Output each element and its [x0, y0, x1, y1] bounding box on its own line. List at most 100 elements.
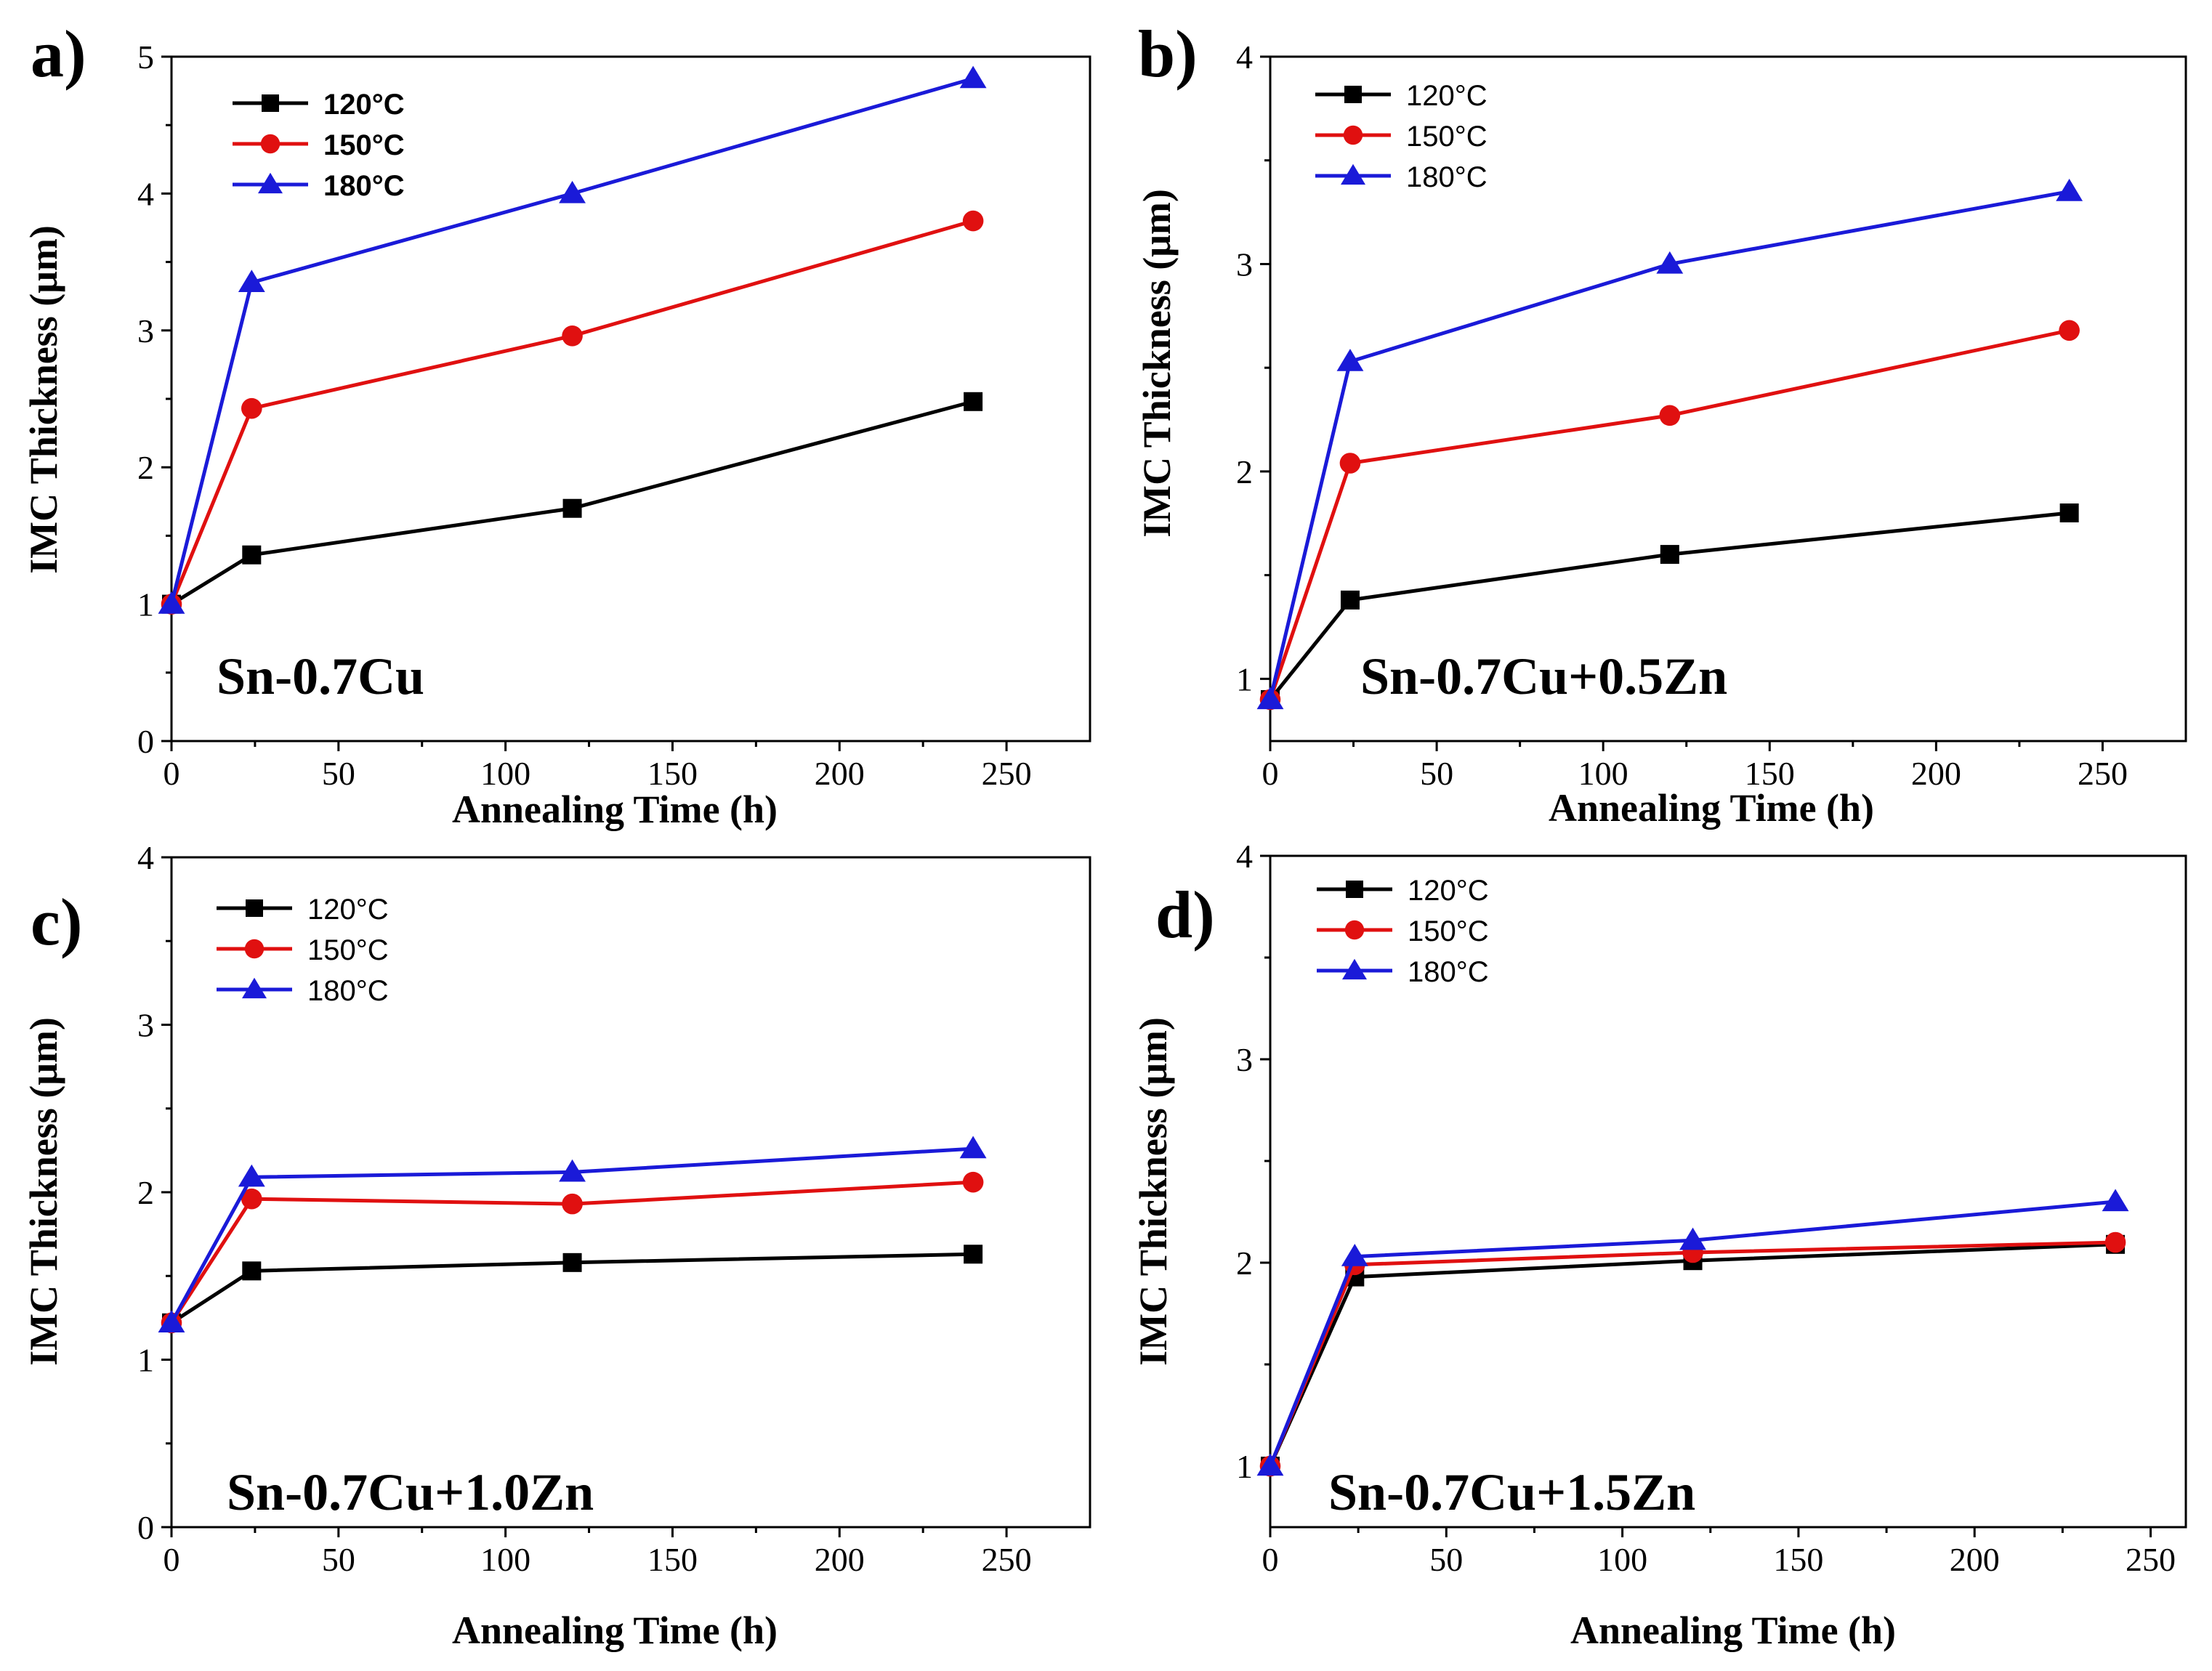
y-tick-label: 2 [137, 449, 154, 486]
x-axis-title: Annealing Time (h) [1549, 786, 1874, 830]
panel-label: c) [31, 885, 82, 959]
y-tick-label: 4 [137, 175, 154, 212]
panel-label: b) [1138, 17, 1198, 91]
y-tick-label: 2 [1236, 453, 1253, 490]
chart-panel-d: 0 50 100 150 200 250 1 2 3 4 Annealing Time (h) IMC… [1131, 838, 2187, 1652]
alloy-annotation: Sn-0.7Cu+0.5Zn [1360, 647, 1727, 705]
data-point [238, 1164, 265, 1187]
y-tick-label: 3 [137, 312, 154, 349]
data-point [1656, 251, 1684, 274]
data-point [1340, 590, 1360, 610]
x-tick-label: 250 [2078, 755, 2128, 792]
data-point [964, 1245, 983, 1264]
data-point [962, 1171, 984, 1193]
x-tick-label: 50 [1420, 755, 1453, 792]
data-point [242, 1261, 262, 1281]
legend-entry: 180°C [1408, 956, 1489, 988]
legend-entry: 150°C [323, 129, 405, 161]
legend-marker [1341, 958, 1368, 980]
y-tick-label: 2 [137, 1174, 154, 1211]
data-point [1256, 687, 1284, 710]
plot-frame [1269, 55, 2187, 743]
y-axis-title: IMC Thickness (μm) [1135, 189, 1179, 538]
series-line-180°C [169, 76, 974, 605]
legend-entry: 150°C [1406, 121, 1488, 153]
x-axis-title: Annealing Time (h) [452, 1609, 778, 1652]
x-tick-label: 200 [1911, 755, 1961, 792]
legend-marker [1340, 163, 1366, 185]
data-point [158, 591, 185, 614]
x-tick-label: 0 [1262, 755, 1279, 792]
data-point [1341, 1244, 1368, 1266]
legend-entry: 180°C [323, 170, 405, 202]
y-axis-title: IMC Thickness (μm) [1131, 1017, 1175, 1366]
data-point [241, 1188, 262, 1210]
x-tick-label: 50 [322, 755, 355, 792]
y-axis-title: IMC Thickness (μm) [22, 1017, 65, 1366]
y-tick-label: 0 [137, 723, 154, 760]
x-tick-label: 0 [164, 1541, 180, 1578]
x-tick-label: 200 [1950, 1541, 2000, 1578]
y-tick-label: 3 [1236, 1041, 1253, 1078]
series-line-150°C [1268, 328, 2070, 700]
data-point [559, 180, 586, 203]
legend-entry: 180°C [1406, 161, 1488, 193]
x-tick-label: 100 [1597, 1541, 1647, 1578]
y-tick-label: 0 [137, 1509, 154, 1546]
y-tick-label: 5 [137, 39, 154, 76]
data-point [2104, 1231, 2126, 1253]
chart-panel-c: 0 50 100 150 200 250 0 1 2 3 4 Annealing Time (h) IM… [22, 839, 1091, 1652]
data-point [242, 545, 262, 565]
y-tick-label: 1 [137, 586, 154, 623]
alloy-annotation: Sn-0.7Cu+1.5Zn [1328, 1463, 1695, 1521]
x-tick-label: 100 [480, 755, 530, 792]
panel-label: a) [31, 17, 86, 91]
series-line-120°C [170, 1252, 974, 1324]
y-tick-label: 1 [1236, 660, 1253, 697]
x-tick-label: 0 [164, 755, 180, 792]
x-tick-label: 200 [815, 1541, 865, 1578]
data-point [959, 1136, 987, 1159]
chart-panel-a: 0 50 100 150 200 250 0 1 2 3 4 5 Annealing Time (h) I… [22, 17, 1091, 831]
data-point [962, 210, 984, 232]
panel-label: d) [1155, 878, 1215, 952]
x-axis-title: Annealing Time (h) [452, 788, 778, 831]
legend-marker [260, 134, 280, 154]
legend-entry: 120°C [323, 89, 405, 121]
chart-panel-b: 0 50 100 150 200 250 1 2 3 4 Annealing Time (h) IMC… [1135, 17, 2187, 830]
legend-marker [262, 94, 279, 112]
legend-marker [241, 977, 267, 999]
legend-marker [1344, 86, 1362, 103]
legend-marker [1346, 881, 1363, 898]
legend-marker [1343, 125, 1363, 145]
legend-entry: 120°C [1406, 80, 1488, 112]
y-tick-label: 3 [137, 1007, 154, 1044]
data-point [959, 65, 987, 89]
data-point [562, 1193, 583, 1215]
series-line-120°C [170, 400, 974, 606]
y-tick-label: 4 [1236, 39, 1253, 76]
data-point [964, 392, 983, 411]
legend-entry: 180°C [307, 975, 389, 1007]
data-point [562, 325, 583, 347]
x-tick-label: 250 [982, 1541, 1032, 1578]
series-line-180°C [1268, 1199, 2116, 1467]
x-tick-label: 250 [2126, 1541, 2176, 1578]
data-point [1679, 1227, 1706, 1250]
x-tick-label: 0 [1262, 1541, 1279, 1578]
series-line-180°C [169, 1146, 974, 1324]
legend-entry: 120°C [307, 894, 389, 926]
x-tick-label: 150 [647, 755, 698, 792]
series-line-120°C [1268, 1242, 2116, 1468]
x-tick-label: 50 [322, 1541, 355, 1578]
legend-marker [1344, 920, 1365, 940]
alloy-annotation: Sn-0.7Cu+1.0Zn [227, 1463, 594, 1521]
x-tick-label: 100 [1578, 755, 1628, 792]
x-tick-label: 150 [647, 1541, 698, 1578]
series-line-150°C [169, 219, 974, 605]
x-tick-label: 50 [1429, 1541, 1463, 1578]
y-tick-label: 3 [1236, 246, 1253, 283]
x-tick-label: 100 [480, 1541, 530, 1578]
y-tick-label: 4 [137, 839, 154, 876]
